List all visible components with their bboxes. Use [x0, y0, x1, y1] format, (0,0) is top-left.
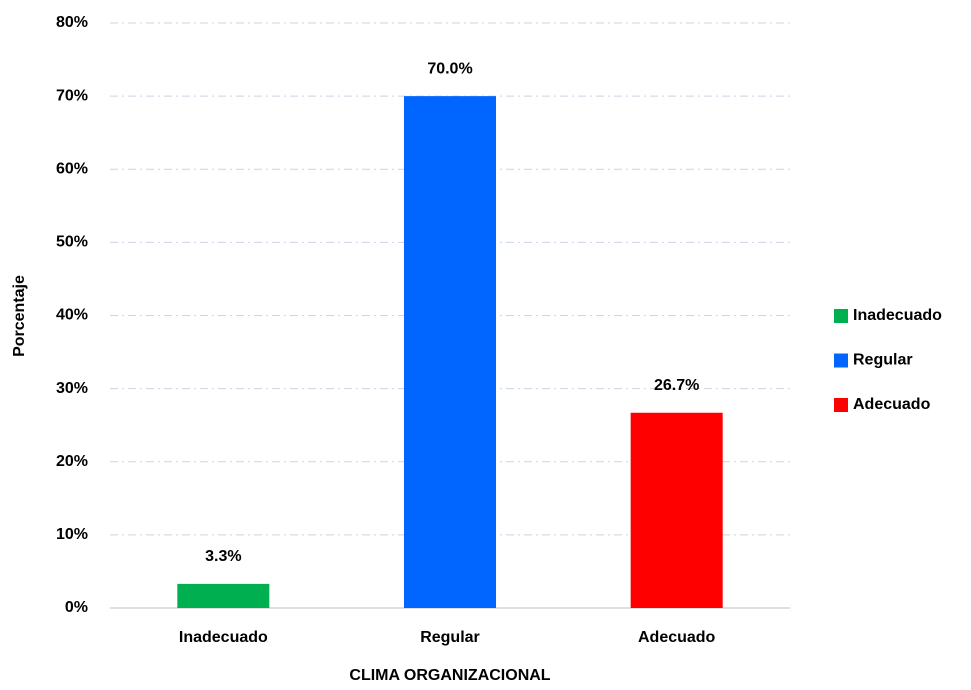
y-tick-label: 0% [65, 599, 88, 616]
x-tick-label: Regular [420, 629, 480, 646]
y-tick-label: 50% [56, 234, 88, 251]
x-axis-title: CLIMA ORGANIZACIONAL [349, 667, 550, 684]
value-label: 3.3% [205, 548, 241, 565]
y-tick-label: 60% [56, 160, 88, 177]
x-tick-label: Adecuado [638, 629, 716, 646]
y-tick-label: 20% [56, 453, 88, 470]
legend-swatch [834, 398, 848, 412]
legend-label: Regular [853, 352, 913, 369]
legend-swatch [834, 353, 848, 368]
value-label: 70.0% [427, 60, 472, 77]
bar [630, 412, 723, 608]
y-tick-label: 80% [56, 14, 88, 31]
y-tick-label: 30% [56, 380, 88, 397]
y-axis-title: Porcentaje [11, 275, 28, 357]
bar [403, 96, 497, 608]
bar [177, 583, 270, 608]
value-label: 26.7% [654, 377, 699, 394]
y-tick-label: 70% [56, 87, 88, 104]
y-tick-label: 10% [56, 526, 88, 543]
legend-label: Inadecuado [853, 307, 942, 324]
legend-label: Adecuado [853, 396, 931, 413]
legend-swatch [834, 309, 848, 323]
y-tick-label: 40% [56, 307, 88, 324]
x-tick-label: Inadecuado [179, 629, 268, 646]
